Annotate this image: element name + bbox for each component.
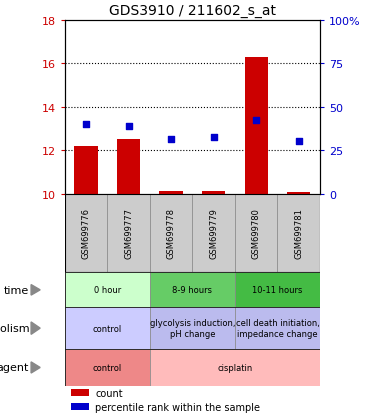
Bar	[150, 308, 235, 349]
Bar	[107, 194, 150, 273]
Text: control: control	[93, 363, 122, 372]
Bar	[192, 194, 235, 273]
Text: GSM699776: GSM699776	[82, 208, 91, 259]
Text: time: time	[4, 285, 29, 295]
Point	[168, 137, 174, 143]
Bar	[71, 389, 89, 396]
Bar	[287, 193, 311, 194]
Bar	[235, 194, 277, 273]
Bar	[150, 194, 192, 273]
Bar	[65, 308, 150, 349]
Point	[126, 123, 132, 130]
Text: percentile rank within the sample: percentile rank within the sample	[95, 402, 260, 412]
Text: GSM699779: GSM699779	[209, 208, 218, 259]
Bar	[74, 147, 98, 194]
Polygon shape	[31, 362, 40, 373]
Bar	[65, 349, 150, 386]
Point	[211, 135, 217, 141]
Bar	[65, 194, 107, 273]
Text: cell death initiation,
impedance change: cell death initiation, impedance change	[235, 319, 319, 338]
Text: cisplatin: cisplatin	[217, 363, 253, 372]
Text: metabolism: metabolism	[0, 323, 29, 333]
Text: glycolysis induction,
pH change: glycolysis induction, pH change	[150, 319, 235, 338]
Text: 10-11 hours: 10-11 hours	[252, 286, 303, 294]
Bar	[235, 273, 320, 308]
Point	[253, 117, 259, 124]
Bar	[235, 308, 320, 349]
Polygon shape	[31, 322, 40, 335]
Text: 0 hour: 0 hour	[94, 286, 121, 294]
Point	[296, 139, 302, 145]
Bar	[150, 273, 235, 308]
Bar	[277, 194, 320, 273]
Point	[83, 121, 89, 128]
Text: GSM699780: GSM699780	[252, 208, 261, 259]
Bar	[65, 273, 150, 308]
Bar	[245, 57, 268, 194]
Text: agent: agent	[0, 363, 29, 373]
Text: 8-9 hours: 8-9 hours	[173, 286, 212, 294]
Text: GSM699781: GSM699781	[294, 208, 303, 259]
Polygon shape	[31, 285, 40, 295]
Text: count: count	[95, 388, 123, 398]
Bar	[202, 192, 226, 194]
Text: GSM699778: GSM699778	[166, 208, 176, 259]
Title: GDS3910 / 211602_s_at: GDS3910 / 211602_s_at	[109, 4, 276, 18]
Bar	[117, 140, 140, 194]
Bar	[150, 349, 320, 386]
Text: control: control	[93, 324, 122, 333]
Bar	[159, 192, 183, 194]
Bar	[71, 404, 89, 410]
Text: GSM699777: GSM699777	[124, 208, 133, 259]
